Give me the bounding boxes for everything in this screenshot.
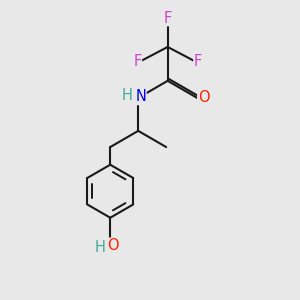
Text: O: O [107,238,118,253]
Text: F: F [194,54,202,69]
Text: O: O [198,90,209,105]
Text: H: H [94,240,105,255]
Text: H: H [122,88,133,103]
Text: F: F [133,54,142,69]
Text: N: N [135,89,146,104]
Text: F: F [164,11,172,26]
